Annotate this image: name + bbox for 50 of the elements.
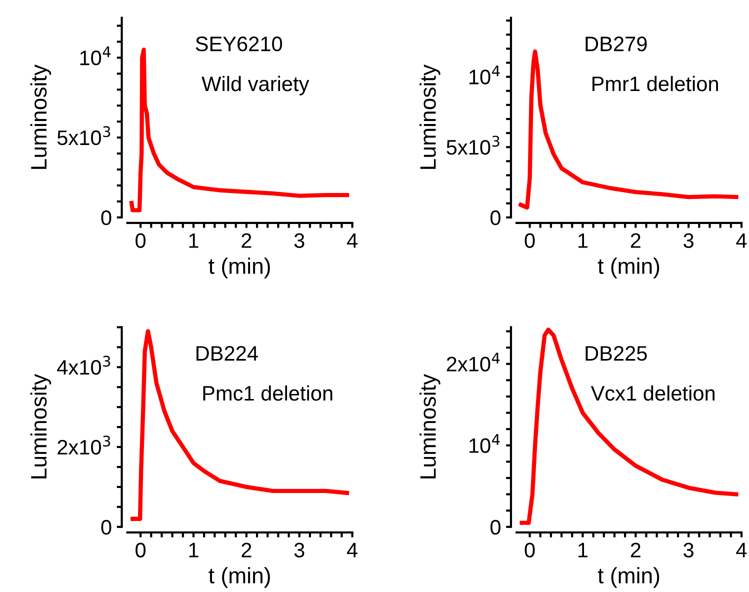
annotation: Pmc1 deletion bbox=[203, 385, 332, 401]
y-tick-label: 4x10$^{3}$ bbox=[57, 356, 110, 375]
annotation: DB225 bbox=[586, 346, 647, 361]
annotation: DB279 bbox=[586, 36, 647, 52]
y-axis-title: Luminosity bbox=[30, 64, 52, 169]
x-axis-title: t (min) bbox=[208, 258, 270, 278]
x-tick-label: 0 bbox=[136, 233, 146, 248]
annotation: SEY6210 bbox=[196, 36, 282, 52]
x-tick-label: 0 bbox=[136, 542, 146, 558]
x-tick-label: 4 bbox=[736, 233, 747, 248]
annotation: Vcx1 deletion bbox=[590, 385, 715, 401]
x-tick-label: 4 bbox=[346, 233, 358, 248]
y-tick-label: 2x10$^{4}$ bbox=[446, 352, 500, 372]
y-tick-label: 0 bbox=[490, 520, 500, 535]
x-tick-label: 2 bbox=[242, 542, 252, 558]
x-tick-label: 2 bbox=[630, 542, 640, 558]
y-tick-label: 10$^{4}$ bbox=[470, 66, 500, 84]
x-axis-title: t (min) bbox=[598, 258, 660, 278]
y-axis-title: Luminosity bbox=[420, 374, 440, 478]
x-tick-label: 2 bbox=[630, 233, 640, 248]
x-tick-label: 1 bbox=[578, 542, 588, 558]
y-tick-label: 10$^{4}$ bbox=[80, 46, 111, 66]
x-tick-label: 4 bbox=[736, 542, 747, 558]
line-series bbox=[520, 328, 738, 525]
y-tick-label: 5x10$^{3}$ bbox=[57, 126, 110, 146]
annotation: Pmr1 deletion bbox=[592, 76, 718, 92]
y-tick-label: 5x10$^{3}$ bbox=[446, 136, 500, 155]
annotation: Wild variety bbox=[202, 76, 310, 96]
y-axis-title: Luminosity bbox=[30, 374, 52, 478]
x-tick-label: 0 bbox=[524, 542, 535, 558]
y-tick-label: 0 bbox=[101, 210, 112, 226]
x-tick-label: 3 bbox=[684, 542, 694, 558]
x-axis-title: t (min) bbox=[208, 567, 270, 588]
y-tick-label: 2x10$^{3}$ bbox=[58, 436, 110, 455]
x-tick-label: 3 bbox=[684, 233, 694, 248]
x-tick-label: 2 bbox=[242, 233, 252, 248]
x-tick-label: 0 bbox=[524, 233, 535, 248]
y-tick-label: 10$^{4}$ bbox=[470, 434, 500, 453]
annotation: DB224 bbox=[196, 346, 258, 361]
line-series bbox=[130, 329, 350, 521]
y-tick-label: 0 bbox=[101, 520, 112, 535]
x-tick-label: 3 bbox=[294, 233, 304, 248]
x-tick-label: 4 bbox=[346, 542, 358, 558]
x-tick-label: 3 bbox=[294, 542, 304, 558]
x-axis-title: t (min) bbox=[598, 567, 660, 588]
y-tick-label: 0 bbox=[490, 210, 500, 226]
x-tick-label: 1 bbox=[189, 542, 198, 558]
x-tick-label: 1 bbox=[189, 233, 198, 248]
y-axis-title: Luminosity bbox=[420, 64, 440, 169]
x-tick-label: 1 bbox=[578, 233, 588, 248]
